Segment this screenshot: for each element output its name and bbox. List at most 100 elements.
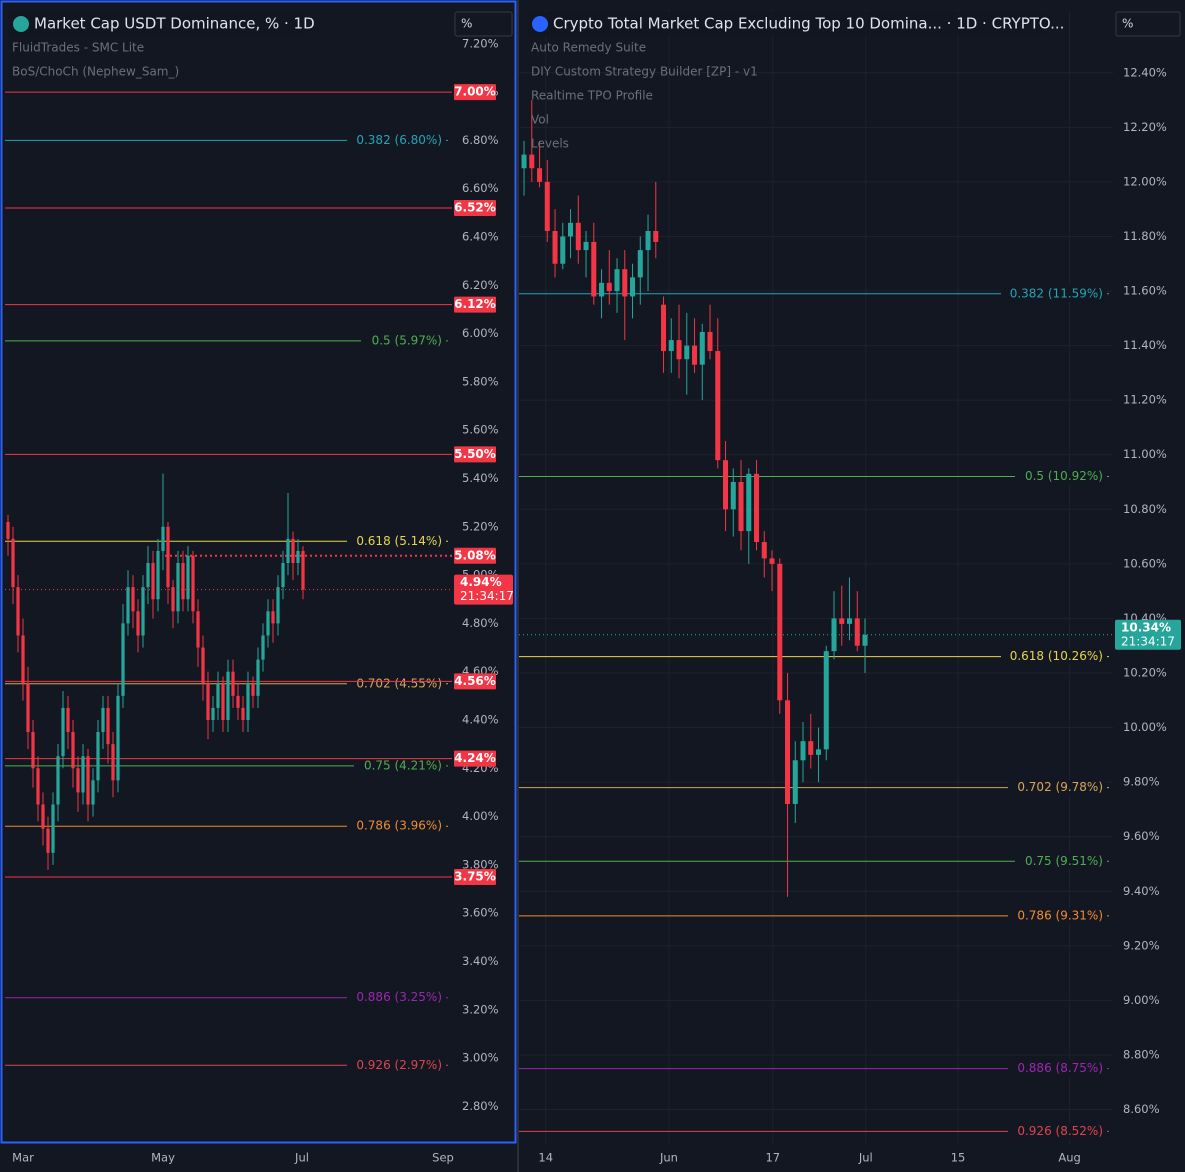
candle-body <box>792 760 798 804</box>
price-line-tag-text: 4.24% <box>454 751 496 765</box>
candle-body <box>246 683 250 720</box>
candle-body <box>266 611 270 636</box>
price-line-tag-text: 4.56% <box>454 674 496 688</box>
candle-body <box>800 741 806 761</box>
fib-level-label: 0.886 (8.75%) <box>1017 1061 1103 1075</box>
y-tick-label: 9.00% <box>1123 993 1160 1007</box>
candle-body <box>31 732 35 769</box>
y-tick-label: 3.80% <box>462 857 499 871</box>
candle-body <box>754 473 760 543</box>
fib-level-label: 0.382 (11.59%) <box>1010 286 1103 300</box>
fib-label-bg <box>1001 648 1107 665</box>
candle-body <box>854 618 860 646</box>
fib-label-bg <box>347 1057 446 1074</box>
candle-body <box>271 611 275 624</box>
y-tick-label: 3.40% <box>462 954 499 968</box>
y-tick-label: 6.40% <box>462 230 499 244</box>
candle-body <box>226 671 230 720</box>
y-tick-label: 8.80% <box>1123 1047 1160 1061</box>
candle-body <box>71 732 75 769</box>
y-tick-label: 9.40% <box>1123 884 1160 898</box>
y-tick-label: 8.60% <box>1123 1102 1160 1116</box>
y-tick-label: 6.00% <box>462 326 499 340</box>
candle-body <box>36 768 40 805</box>
candle-body <box>692 345 698 365</box>
indicator-name: FluidTrades - SMC Lite <box>12 41 144 55</box>
candle-body <box>777 563 783 701</box>
chart-panel: 7.20% 7.00% 6.80% 6.60% 6.40% 6.20% 6.00% 5.80%… <box>0 0 517 1165</box>
selected-frame <box>0 0 517 1144</box>
fib-level-label: 0.75 (9.51%) <box>1025 854 1103 868</box>
candle-body <box>645 230 651 251</box>
price-line-tag-text: 6.52% <box>454 201 496 215</box>
candle-body <box>529 154 535 169</box>
price-line-tag <box>454 673 496 690</box>
candle-body <box>831 618 837 652</box>
time-axis-bg <box>0 1145 1185 1172</box>
y-tick-label: 10.80% <box>1123 502 1167 516</box>
candle-body <box>76 768 80 793</box>
fib-level-label: 0.886 (3.25%) <box>356 990 442 1004</box>
price-line-tag <box>454 750 496 767</box>
candle-body <box>684 345 690 360</box>
price-line-tag-text: 6.12% <box>454 297 496 311</box>
fib-label-bg <box>1008 1060 1107 1077</box>
candle-body <box>583 241 589 251</box>
candle-body <box>161 526 165 551</box>
candle-body <box>21 635 25 684</box>
candle-body <box>630 277 636 297</box>
y-tick-label: 12.00% <box>1123 174 1167 188</box>
fib-level-label: 0.618 (10.26%) <box>1010 649 1103 663</box>
fib-level-label: 0.702 (4.55%) <box>356 676 442 690</box>
last-price-tag <box>454 574 513 605</box>
indicator-name: Levels <box>531 137 569 151</box>
candle-body <box>552 230 558 264</box>
candle-body <box>599 282 605 297</box>
candle-body <box>761 542 767 559</box>
candle-body <box>521 154 527 169</box>
candle-body <box>296 550 300 564</box>
y-tick-label: 5.40% <box>462 471 499 485</box>
x-tick-label: Jul <box>294 1151 309 1165</box>
fib-label-bg <box>1015 853 1107 870</box>
candle-body <box>111 744 115 781</box>
candle-body <box>86 756 90 805</box>
candle-body <box>281 563 285 588</box>
candle-body <box>196 611 200 648</box>
candle-body <box>136 611 140 636</box>
fib-level-label: 0.702 (9.78%) <box>1017 780 1103 794</box>
candle-body <box>241 707 245 720</box>
candle-body <box>676 340 682 360</box>
candle-body <box>560 236 566 264</box>
fib-label-bg <box>361 332 446 349</box>
candle-body <box>141 587 145 636</box>
y-tick-label: 9.20% <box>1123 938 1160 952</box>
price-line-tag <box>454 84 496 101</box>
candle-body <box>785 700 791 804</box>
y-tick-label: 7.20% <box>462 36 499 50</box>
fib-level-label: 0.382 (6.80%) <box>356 133 442 147</box>
candle-body <box>730 482 736 510</box>
candle-body <box>116 695 120 781</box>
candle-body <box>707 331 713 352</box>
candle-body <box>537 168 543 182</box>
candle-body <box>81 756 85 793</box>
fib-label-bg <box>347 989 446 1006</box>
candle-body <box>614 269 620 292</box>
candle-body <box>11 538 15 588</box>
candle-body <box>738 482 744 532</box>
candle-body <box>816 749 822 755</box>
fib-label-bg <box>347 675 446 692</box>
indicator-name: Auto Remedy Suite <box>531 41 646 55</box>
last-price-tag <box>1115 619 1181 650</box>
symbol-icon <box>13 16 29 32</box>
candle-body <box>256 659 260 696</box>
candle-body <box>699 331 705 365</box>
candle-body <box>146 563 150 588</box>
candle-body <box>862 634 868 646</box>
y-tick-label: 11.00% <box>1123 447 1167 461</box>
unit-box <box>1115 11 1181 37</box>
